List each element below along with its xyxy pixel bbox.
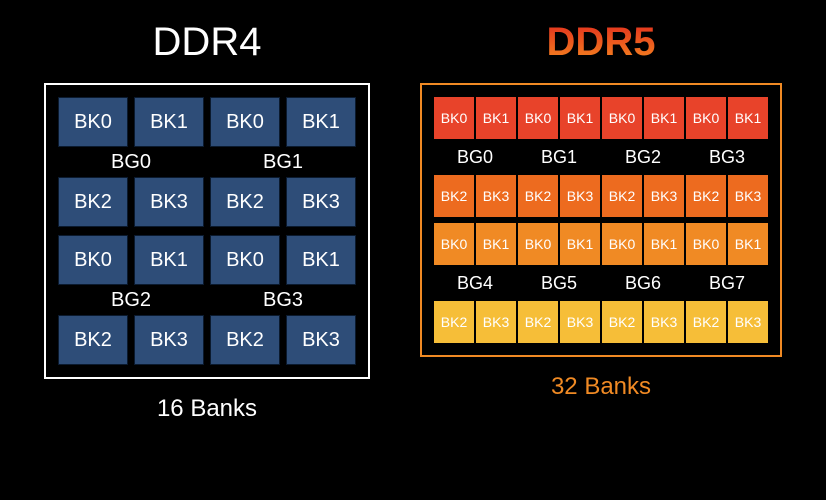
ddr4-bank-cell: BK2 [58, 177, 128, 227]
ddr5-bank-cell: BK0 [686, 223, 726, 265]
ddr5-bank-cell: BK3 [560, 175, 600, 217]
ddr5-column: DDR5 BK0BK1BK0BK1BK0BK1BK0BK1 BG0BG1BG2B… [420, 20, 782, 401]
ddr5-footer: 32 Banks [551, 373, 651, 401]
ddr4-panel: BK0 BK1 BK0 BK1 BG0 BG1 BK2 BK3 BK2 [44, 83, 370, 379]
ddr5-bank-cell: BK2 [686, 301, 726, 343]
ddr4-bank-cell: BK3 [286, 177, 356, 227]
ddr5-bg-label: BG3 [686, 143, 768, 171]
ddr4-column: DDR4 BK0 BK1 BK0 BK1 BG0 BG1 BK2 BK [44, 20, 370, 423]
ddr4-bank-cell: BK1 [286, 97, 356, 147]
ddr5-bg-label: BG4 [434, 269, 516, 297]
ddr5-bank-cell: BK2 [602, 301, 642, 343]
ddr4-bank-cell: BK1 [286, 235, 356, 285]
ddr5-bank-cell: BK3 [560, 301, 600, 343]
ddr5-bank-cell: BK0 [518, 97, 558, 139]
ddr5-bg-label: BG7 [686, 269, 768, 297]
ddr4-bank-cell: BK1 [134, 97, 204, 147]
ddr5-top-section: BK0BK1BK0BK1BK0BK1BK0BK1 BG0BG1BG2BG3 BK… [434, 97, 768, 217]
ddr5-bank-cell: BK3 [476, 175, 516, 217]
ddr5-bank-cell: BK2 [602, 175, 642, 217]
ddr4-top-section: BK0 BK1 BK0 BK1 BG0 BG1 BK2 BK3 BK2 [58, 97, 356, 227]
ddr5-bottom-section: BK0BK1BK0BK1BK0BK1BK0BK1 BG4BG5BG6BG7 BK… [434, 223, 768, 343]
ddr5-bank-cell: BK1 [476, 223, 516, 265]
ddr5-bank-cell: BK3 [644, 175, 684, 217]
ddr4-bank-cell: BK3 [134, 315, 204, 365]
ddr4-bank-cell: BK0 [210, 235, 280, 285]
ddr4-bank-cell: BK2 [210, 177, 280, 227]
ddr4-bank-cell: BK2 [210, 315, 280, 365]
ddr4-bg-label: BG0 [58, 147, 204, 177]
ddr5-title: DDR5 [547, 20, 656, 65]
ddr5-panel: BK0BK1BK0BK1BK0BK1BK0BK1 BG0BG1BG2BG3 BK… [420, 83, 782, 357]
ddr4-bottom-section: BK0 BK1 BK0 BK1 BG2 BG3 BK2 BK3 BK2 [58, 235, 356, 365]
ddr4-bg-label: BG2 [58, 285, 204, 315]
ddr5-bank-cell: BK1 [560, 97, 600, 139]
ddr5-bank-cell: BK0 [434, 97, 474, 139]
ddr4-bank-cell: BK0 [58, 235, 128, 285]
ddr5-bank-cell: BK2 [434, 175, 474, 217]
ddr5-bank-cell: BK3 [476, 301, 516, 343]
ddr5-bank-cell: BK2 [518, 301, 558, 343]
ddr5-bank-cell: BK1 [728, 223, 768, 265]
ddr5-bank-cell: BK0 [602, 223, 642, 265]
ddr5-bg-label: BG2 [602, 143, 684, 171]
ddr4-bank-cell: BK2 [58, 315, 128, 365]
ddr5-bg-label: BG1 [518, 143, 600, 171]
ddr5-bank-cell: BK1 [476, 97, 516, 139]
ddr4-bank-cell: BK1 [134, 235, 204, 285]
ddr5-bank-cell: BK2 [434, 301, 474, 343]
ddr4-bank-cell: BK3 [286, 315, 356, 365]
ddr4-bg-label: BG3 [210, 285, 356, 315]
ddr5-bank-cell: BK0 [518, 223, 558, 265]
ddr5-bank-cell: BK0 [602, 97, 642, 139]
ddr5-bank-cell: BK0 [434, 223, 474, 265]
ddr5-bank-cell: BK0 [686, 97, 726, 139]
ddr4-bg-label: BG1 [210, 147, 356, 177]
ddr5-bg-label: BG6 [602, 269, 684, 297]
ddr4-title: DDR4 [153, 20, 262, 65]
ddr5-bank-cell: BK1 [644, 97, 684, 139]
ddr5-bank-cell: BK2 [686, 175, 726, 217]
ddr5-bank-cell: BK1 [728, 97, 768, 139]
ddr5-bg-label: BG5 [518, 269, 600, 297]
ddr5-bank-cell: BK3 [644, 301, 684, 343]
ddr4-bank-cell: BK3 [134, 177, 204, 227]
ddr5-bank-cell: BK3 [728, 301, 768, 343]
ddr4-footer: 16 Banks [157, 395, 257, 423]
ddr5-bg-label: BG0 [434, 143, 516, 171]
ddr5-bank-cell: BK2 [518, 175, 558, 217]
ddr4-bank-cell: BK0 [210, 97, 280, 147]
ddr5-bank-cell: BK3 [728, 175, 768, 217]
ddr4-bank-cell: BK0 [58, 97, 128, 147]
ddr5-bank-cell: BK1 [560, 223, 600, 265]
ddr5-bank-cell: BK1 [644, 223, 684, 265]
